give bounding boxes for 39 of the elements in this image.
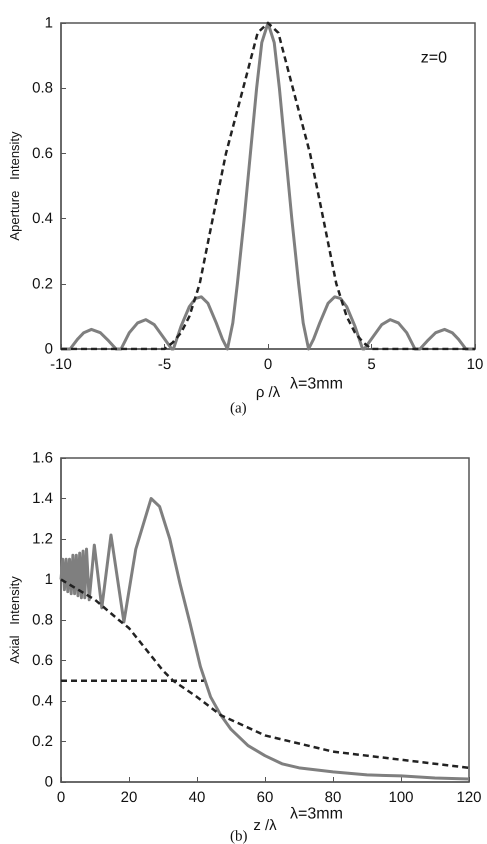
y-tick-label: 1	[44, 571, 53, 588]
y-tick-label: 1.2	[32, 530, 53, 548]
x-tick-label: 120	[456, 789, 482, 806]
x-tick-label: 20	[120, 789, 138, 806]
y-axis-title: Axial Intensity	[7, 576, 22, 664]
y-tick-label: 0.8	[32, 612, 53, 628]
x-tick-label: 0	[264, 356, 272, 373]
line-series	[60, 578, 470, 770]
y-tick-label: 1	[44, 14, 53, 32]
x-axis-title: ρ /λ	[256, 384, 281, 401]
y-tick-label: 0.2	[32, 275, 53, 292]
x-tick-label: 10	[466, 356, 484, 373]
y-tick-label: 1.4	[32, 490, 53, 507]
x-tick-label: -5	[158, 356, 172, 373]
x-tick-label: 100	[388, 789, 414, 806]
y-tick-label: 0	[44, 774, 53, 790]
y-axis-title: Aperture Intensity	[7, 130, 22, 241]
line-series	[60, 497, 470, 780]
text: (a)	[230, 400, 247, 416]
y-tick-label: 0.6	[32, 652, 53, 669]
annotation: z=0	[420, 50, 448, 66]
y-tick-label: 0.8	[32, 80, 53, 97]
text: λ=3mm	[290, 376, 343, 392]
y-tick-label: 1.6	[32, 450, 53, 466]
y-tick-label: 0.2	[32, 733, 53, 750]
x-tick-label: 5	[367, 356, 376, 373]
y-tick-label: 0.4	[32, 210, 53, 228]
line-series	[60, 22, 476, 350]
text: λ=3mm	[290, 806, 343, 822]
x-tick-label: -10	[50, 356, 72, 373]
y-tick-label: 0.6	[32, 144, 53, 162]
x-axis-title: z /λ	[253, 817, 278, 834]
y-tick-label: 0	[44, 340, 53, 358]
x-tick-label: 80	[324, 789, 342, 806]
x-tick-label: 40	[188, 789, 206, 806]
x-tick-label: 0	[56, 789, 66, 806]
x-tick-label: 60	[256, 789, 274, 806]
text: (b)	[230, 828, 248, 844]
y-tick-label: 0.4	[32, 692, 53, 710]
